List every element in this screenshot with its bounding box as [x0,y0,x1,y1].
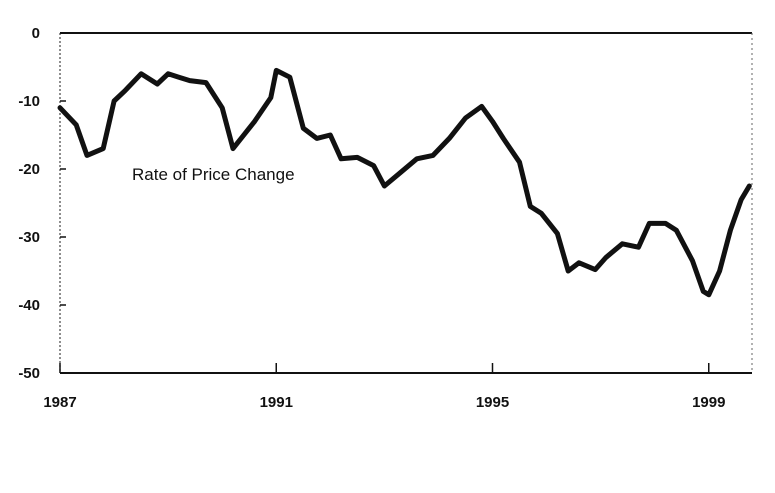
chart-axes [59,32,753,374]
chart-annotation: Rate of Price Change [132,165,295,184]
y-tick-label: -40 [18,297,40,314]
x-tick-label: 1995 [476,394,509,411]
y-tick-label: -30 [18,229,40,246]
series-line [57,67,752,298]
y-tick-label: -10 [18,93,40,110]
chart-series [57,67,752,298]
x-tick-label: 1991 [260,394,293,411]
x-tick-label: 1987 [43,394,76,411]
y-tick-label: 0 [32,25,40,42]
y-tick-label: -20 [18,161,40,178]
y-tick-label: -50 [18,365,40,382]
x-tick-label: 1999 [692,394,725,411]
